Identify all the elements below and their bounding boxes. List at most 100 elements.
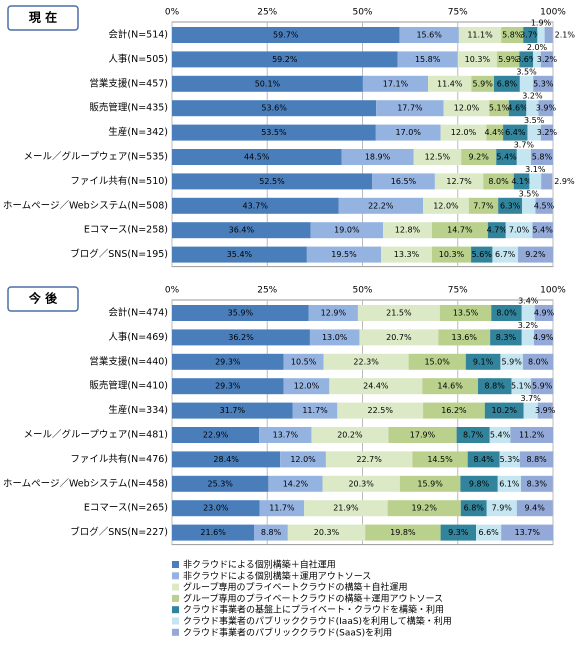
bar-segment bbox=[519, 451, 554, 468]
bar-segment bbox=[516, 149, 531, 165]
bar-segment bbox=[456, 427, 490, 443]
x-tick-label: 100% bbox=[540, 8, 566, 18]
bar-segment bbox=[457, 51, 497, 68]
legend-swatch bbox=[172, 606, 179, 614]
value-label: 9.2% bbox=[525, 250, 546, 259]
value-label: 6.6% bbox=[478, 528, 499, 537]
value-label: 8.0% bbox=[496, 309, 517, 318]
value-label: 17.9% bbox=[410, 431, 436, 440]
value-label: 17.1% bbox=[383, 79, 409, 88]
value-label: 12.8% bbox=[395, 226, 421, 235]
bar-segment bbox=[521, 329, 534, 346]
value-label: 10.2% bbox=[492, 406, 518, 415]
value-label: 15.8% bbox=[415, 55, 441, 64]
value-label: 2.9% bbox=[554, 177, 575, 186]
bar-segment bbox=[521, 305, 535, 321]
bar-segment bbox=[491, 305, 522, 321]
value-label: 8.3% bbox=[527, 479, 548, 488]
value-label: 10.5% bbox=[291, 357, 317, 366]
x-tick-label: 25% bbox=[257, 8, 277, 18]
bar-segment bbox=[471, 75, 494, 92]
value-label: 5.9% bbox=[498, 55, 519, 64]
bar-segment bbox=[440, 124, 487, 141]
value-label: 3.7% bbox=[520, 31, 541, 40]
bar-segment bbox=[467, 451, 500, 468]
bar-segment bbox=[460, 475, 498, 492]
category-label: Eコマース(N=265) bbox=[84, 503, 168, 514]
bar-segment bbox=[522, 353, 554, 370]
value-label: 6.1% bbox=[499, 479, 520, 488]
x-tick-label: 50% bbox=[352, 8, 372, 18]
value-label: 15.0% bbox=[424, 357, 450, 366]
bar-segment bbox=[461, 149, 497, 165]
bar-segment bbox=[254, 524, 288, 541]
bar-segment bbox=[434, 173, 484, 190]
value-label: 3.2% bbox=[518, 321, 539, 330]
bar-segment bbox=[172, 475, 269, 492]
bar-segment bbox=[487, 222, 506, 239]
value-label: 12.7% bbox=[446, 177, 472, 186]
value-label: 43.7% bbox=[243, 201, 269, 210]
bar-segment bbox=[372, 173, 435, 190]
legend-label: クラウド事業者のパブリッククラウド(SaaS)を利用 bbox=[183, 626, 392, 638]
value-label: 23.0% bbox=[203, 504, 229, 513]
legend-label: 非クラウドによる個別構築＋運用アウトソース bbox=[183, 570, 371, 582]
bar-segment bbox=[527, 124, 541, 141]
bar-segment bbox=[172, 149, 342, 165]
value-label: 28.4% bbox=[213, 455, 239, 464]
bar-segment bbox=[458, 27, 502, 43]
category-label: 会計(N=474) bbox=[108, 307, 168, 319]
bar-segment bbox=[468, 197, 499, 214]
value-label: 5.8% bbox=[532, 153, 553, 162]
category-label: ファイル共有(N=510) bbox=[70, 175, 168, 187]
value-label: 59.7% bbox=[273, 31, 299, 40]
bar-segment bbox=[520, 475, 553, 492]
bar-segment bbox=[465, 353, 501, 370]
value-label: 36.2% bbox=[228, 333, 254, 342]
value-label: 14.7% bbox=[447, 226, 473, 235]
value-label: 8.4% bbox=[473, 455, 494, 464]
panel-title: 現 在 bbox=[29, 10, 57, 25]
category-label: 営業支援(N=457) bbox=[89, 77, 168, 89]
bar-segment bbox=[172, 329, 310, 346]
value-label: 8.0% bbox=[528, 357, 549, 366]
value-label: 5.1% bbox=[511, 382, 532, 391]
value-label: 12.0% bbox=[294, 382, 320, 391]
legend-swatch bbox=[172, 583, 179, 591]
bar-segment bbox=[292, 402, 338, 419]
value-label: 9.3% bbox=[448, 528, 469, 537]
value-label: 14.2% bbox=[283, 479, 309, 488]
value-label: 31.7% bbox=[220, 406, 246, 415]
bar-segment bbox=[338, 197, 424, 214]
value-label: 5.9% bbox=[501, 357, 522, 366]
value-label: 6.8% bbox=[497, 79, 518, 88]
value-label: 19.5% bbox=[331, 250, 357, 259]
value-label: 4.5% bbox=[534, 201, 555, 210]
bar-segment bbox=[309, 329, 360, 346]
value-label: 22.7% bbox=[356, 455, 382, 464]
bar-segment bbox=[388, 427, 457, 443]
value-label: 15.6% bbox=[416, 31, 442, 40]
value-label: 5.9% bbox=[473, 79, 494, 88]
bar-segment bbox=[399, 27, 459, 43]
value-label: 2.1% bbox=[555, 31, 576, 40]
x-tick-label: 75% bbox=[448, 8, 468, 18]
value-label: 22.3% bbox=[353, 357, 379, 366]
bar-segment bbox=[172, 75, 363, 92]
bar-segment bbox=[519, 75, 534, 92]
legend-swatch bbox=[172, 572, 179, 580]
value-label: 19.8% bbox=[390, 528, 416, 537]
bar-segment bbox=[172, 197, 339, 214]
bar-segment bbox=[476, 524, 502, 541]
category-label: 販売管理(N=435) bbox=[89, 102, 168, 114]
value-label: 3.1% bbox=[525, 165, 546, 174]
value-label: 10.3% bbox=[439, 250, 465, 259]
value-label: 8.8% bbox=[526, 455, 547, 464]
bar-segment bbox=[172, 451, 281, 468]
value-label: 5.8% bbox=[502, 31, 523, 40]
bar-segment bbox=[530, 149, 553, 165]
value-label: 12.0% bbox=[290, 455, 316, 464]
bar-segment bbox=[534, 305, 554, 321]
value-label: 8.0% bbox=[488, 177, 509, 186]
bar-segment bbox=[497, 475, 521, 492]
